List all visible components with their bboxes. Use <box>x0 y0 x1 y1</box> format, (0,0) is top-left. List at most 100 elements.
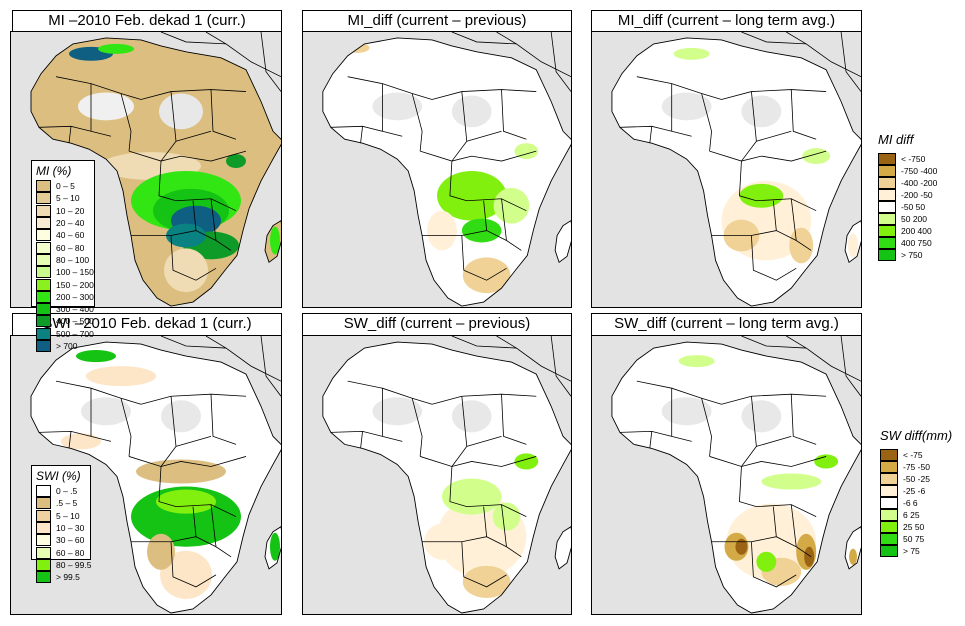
legend-item: < -750 <box>878 153 937 165</box>
legend-label: 30 – 60 <box>56 535 85 546</box>
raster-region <box>493 187 530 224</box>
country-border <box>649 126 653 144</box>
country-border <box>756 130 792 142</box>
country-border <box>636 380 722 405</box>
raster-region <box>462 565 511 598</box>
land-raster <box>322 37 571 307</box>
panel-title: SW_diff (current – previous) <box>302 313 572 336</box>
raster-region <box>147 533 175 570</box>
raster-region <box>849 548 858 565</box>
legend-item: 50 200 <box>878 213 937 225</box>
legend-label: -75 -50 <box>903 462 930 472</box>
country-border <box>461 541 507 588</box>
country-border <box>68 431 72 449</box>
legend-item: 200 – 300 <box>36 290 94 303</box>
legend-swatch <box>36 266 51 279</box>
legend-swatch <box>880 509 898 521</box>
legend-swatch <box>36 229 51 242</box>
country-border <box>790 198 812 251</box>
legend-label: 400 – 500 <box>56 316 94 327</box>
country-border <box>431 89 537 100</box>
raster-region <box>164 248 208 293</box>
legend-swatch <box>880 449 898 461</box>
country-border <box>347 380 433 405</box>
legend-swatch <box>878 177 896 189</box>
country-border <box>701 93 712 152</box>
legend-swatch <box>36 278 51 291</box>
legend-swatch <box>36 522 51 535</box>
country-border <box>466 435 502 447</box>
legend-item: -400 -200 <box>878 177 937 189</box>
country-border <box>160 32 281 92</box>
madagascar-coastline <box>844 526 861 570</box>
legend-label: 400 750 <box>901 238 932 248</box>
legend-swatch <box>878 189 896 201</box>
country-border <box>451 336 571 397</box>
legend-mi-diff: MI diff < -750 -750 -400 -400 -200 -200 -50… <box>878 132 937 261</box>
legend-item: -25 -6 <box>880 485 952 497</box>
raster-region <box>161 400 201 433</box>
raster-region <box>372 397 423 426</box>
legend-label: 5 – 10 <box>56 193 80 204</box>
legend-item: -200 -50 <box>878 189 937 201</box>
legend-label: 10 – 30 <box>56 523 85 534</box>
country-border <box>38 430 112 442</box>
legend-swatch <box>878 213 896 225</box>
legend-label: 100 – 150 <box>56 267 94 278</box>
country-border <box>55 380 142 405</box>
country-border <box>711 230 797 241</box>
legend-label: 200 400 <box>901 226 932 236</box>
legend-label: 200 – 300 <box>56 291 94 302</box>
raster-region <box>156 489 216 514</box>
legend-item: 60 – 80 <box>36 546 86 559</box>
raster-region <box>735 538 748 555</box>
country-border <box>360 126 363 144</box>
legend-swatch <box>36 217 51 230</box>
legend-item: 6 25 <box>880 509 952 521</box>
panel-title: MI –2010 Feb. dekad 1 (curr.) <box>12 10 282 32</box>
country-border <box>449 466 527 518</box>
legend-label: < -75 <box>903 450 923 460</box>
legend-item: > 75 <box>880 545 952 557</box>
country-border <box>55 76 142 100</box>
legend-label: > 750 <box>901 250 923 260</box>
country-border <box>709 456 827 467</box>
legend-label: -750 -400 <box>901 166 938 176</box>
country-border <box>461 235 507 281</box>
country-border <box>451 91 468 162</box>
country-border <box>501 394 527 445</box>
panel-title: MI_diff (current – previous) <box>302 10 572 32</box>
map-mi-diff-lta <box>591 31 862 308</box>
raster-region <box>226 154 246 169</box>
legend-item: -6 6 <box>880 497 952 509</box>
legend-swatch <box>36 340 51 352</box>
africa-map <box>611 336 861 614</box>
country-border <box>210 89 237 140</box>
raster-region <box>673 47 710 60</box>
raster-region <box>848 233 859 258</box>
country-border <box>420 456 537 467</box>
legend-item: 0 – 5 <box>36 180 90 193</box>
country-border <box>160 336 281 397</box>
land-raster <box>322 342 571 613</box>
land-raster <box>611 342 861 613</box>
country-border <box>709 150 827 162</box>
legend-item: .5 – 5 <box>36 497 86 510</box>
country-border <box>175 130 212 142</box>
legend-item: 80 – 100 <box>36 253 90 266</box>
legend-item: 25 50 <box>880 521 952 533</box>
legend-item: 200 400 <box>878 225 937 237</box>
country-border <box>501 89 527 140</box>
raster-region <box>61 433 101 450</box>
coastline <box>322 341 571 614</box>
country-border <box>38 125 112 137</box>
legend-label: 80 – 99.5 <box>56 559 92 570</box>
country-border <box>210 394 237 445</box>
raster-region <box>159 93 203 130</box>
legend-title: SWI (%) <box>36 469 81 483</box>
map-mi-diff-previous <box>302 31 572 308</box>
legend-item: > 700 <box>36 340 90 352</box>
country-border <box>619 430 692 442</box>
